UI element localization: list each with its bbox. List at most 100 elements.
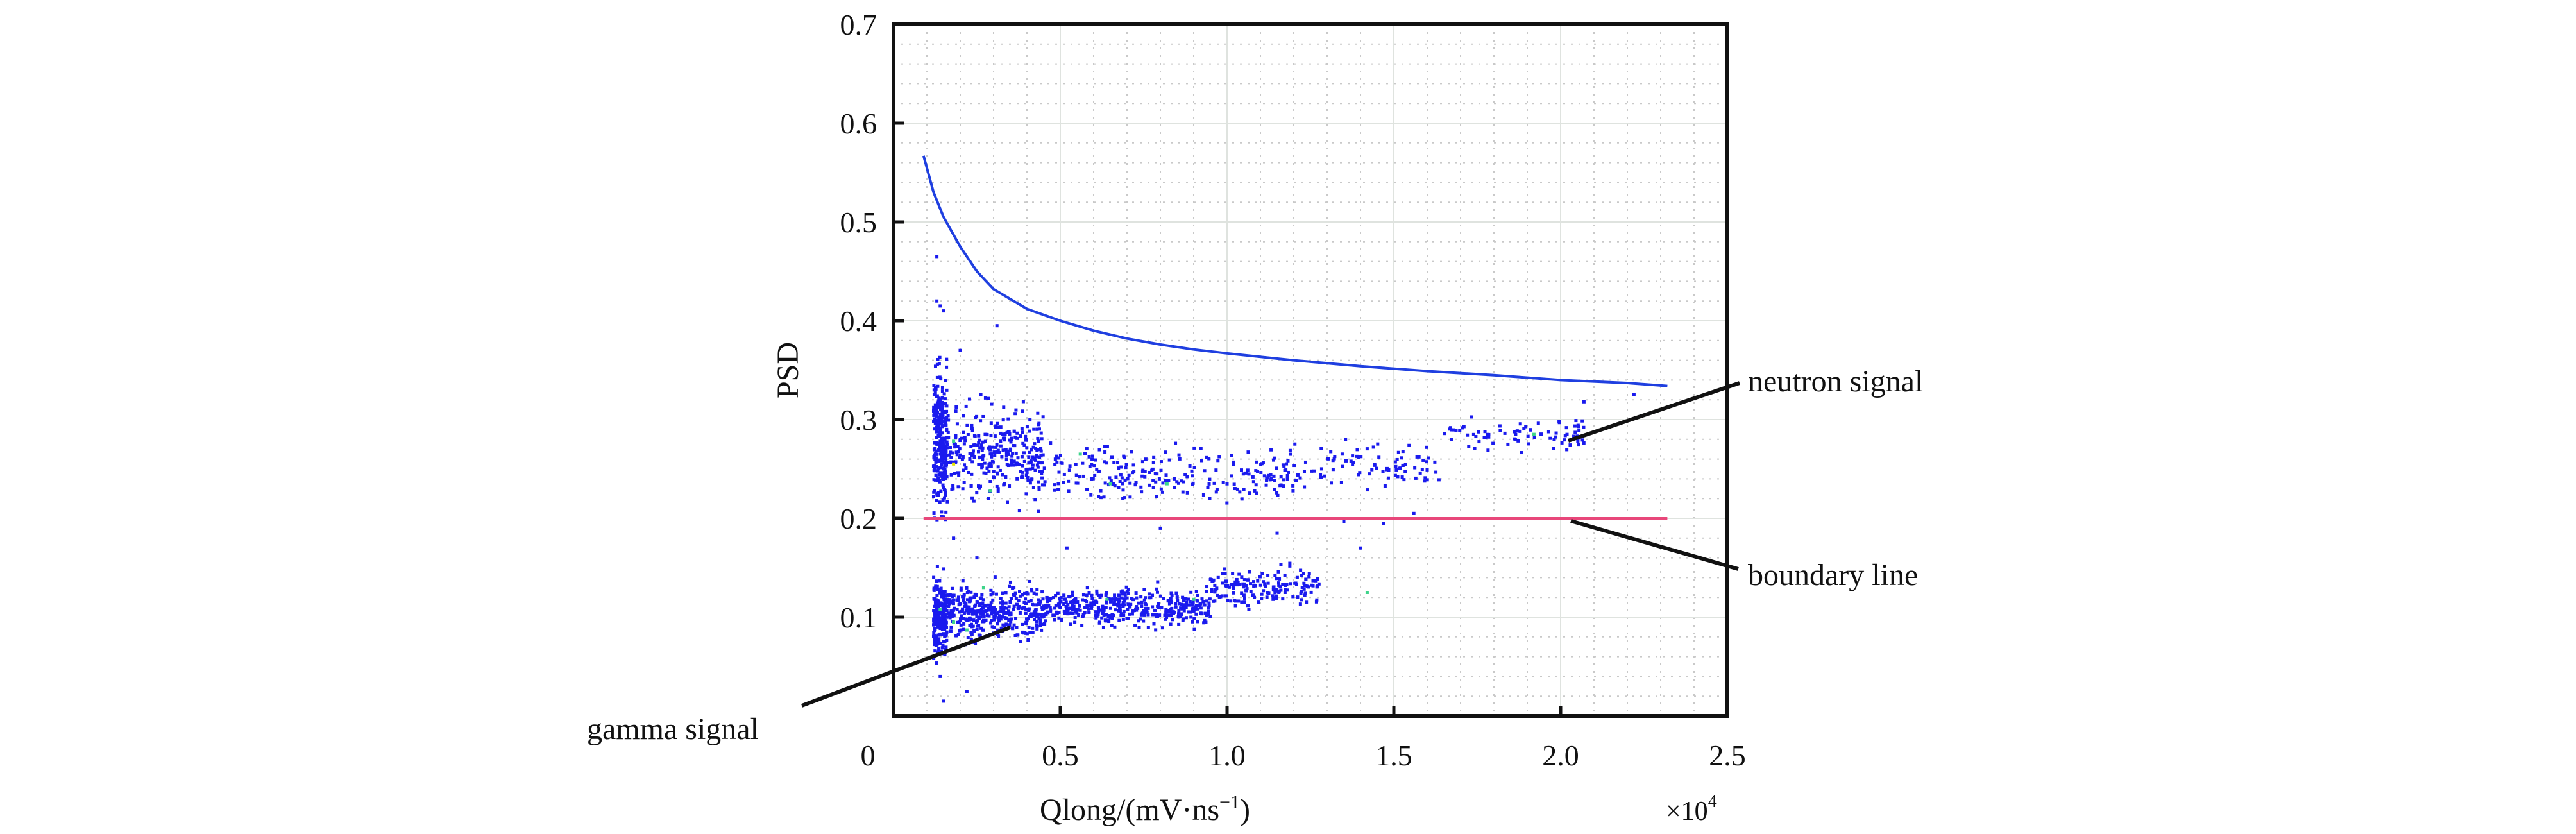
gamma-signal-point: [1182, 609, 1186, 613]
gamma-signal-point: [955, 608, 959, 611]
neutron-signal-point: [979, 484, 983, 488]
neutron-signal-point: [945, 404, 949, 408]
gamma-signal-point: [1087, 604, 1090, 608]
neutron-signal-point: [944, 457, 947, 461]
gamma-signal-point: [981, 628, 985, 632]
gamma-signal-point: [1042, 615, 1046, 618]
neutron-signal-point: [944, 421, 947, 425]
neutron-signal-point: [1097, 495, 1101, 498]
gamma-signal-point: [933, 636, 936, 640]
gamma-signal-point: [1064, 605, 1068, 609]
neutron-signal-point: [984, 472, 988, 475]
gamma-signal-point: [1195, 599, 1199, 602]
gamma-signal-point: [1300, 586, 1304, 590]
gamma-signal-point: [944, 604, 947, 608]
neutron-signal-point: [1037, 460, 1041, 464]
gamma-signal-point: [1071, 611, 1075, 615]
gamma-signal-point: [1118, 609, 1122, 613]
neutron-signal-point: [1040, 472, 1044, 475]
neutron-signal-point: [1200, 459, 1204, 463]
gamma-signal-point: [977, 624, 981, 627]
gamma-signal-point: [1155, 615, 1158, 618]
gamma-signal-point: [1018, 611, 1022, 615]
x-tick-labels: 0 0.5 1.0 1.5 2.0 2.5: [861, 739, 1746, 772]
neutron-signal-point: [932, 413, 936, 417]
neutron-signal-point: [1503, 431, 1507, 435]
neutron-signal-point: [1185, 491, 1189, 495]
neutron-signal-point: [936, 434, 940, 438]
gamma-signal-point: [1025, 590, 1029, 594]
gamma-signal-point: [1314, 579, 1318, 583]
neutron-signal-point: [987, 396, 990, 400]
neutron-signal-point: [932, 455, 936, 459]
gamma-signal-point: [1090, 593, 1094, 597]
gamma-signal-point: [964, 602, 968, 606]
gamma-signal-point: [1164, 608, 1168, 612]
neutron-signal-point: [933, 387, 937, 391]
gamma-signal-point: [1277, 590, 1281, 594]
gamma-signal-point: [1026, 638, 1030, 642]
gamma-signal-point: [1288, 561, 1292, 565]
neutron-signal-point: [1037, 439, 1040, 443]
neutron-signal-point: [1253, 489, 1257, 493]
neutron-signal-point: [987, 463, 991, 466]
neutron-signal-point: [1159, 468, 1163, 472]
gamma-signal-point: [1170, 601, 1174, 605]
gamma-signal-point: [1090, 597, 1094, 600]
neutron-signal-point: [989, 464, 993, 468]
gamma-signal-point: [990, 625, 994, 629]
neutron-signal-point: [1041, 415, 1045, 419]
neutron-signal-point: [992, 450, 996, 454]
neutron-signal-point: [1560, 441, 1564, 445]
neutron-signal-point: [1294, 479, 1298, 482]
neutron-signal-point: [1103, 450, 1107, 454]
gamma-signal-point: [944, 645, 948, 649]
gamma-signal-point: [1105, 591, 1108, 595]
gamma-signal-point: [1299, 591, 1303, 595]
neutron-signal-point: [944, 453, 947, 457]
gamma-signal-point: [1213, 590, 1217, 594]
gamma-signal-point: [1223, 567, 1226, 571]
gamma-signal-point: [1163, 613, 1167, 617]
neutron-signal-point: [944, 477, 947, 481]
neutron-signal-point: [1303, 460, 1307, 464]
neutron-signal-point: [970, 426, 974, 430]
neutron-signal-point: [958, 447, 962, 450]
neutron-signal-point: [1291, 489, 1295, 493]
gamma-signal-point: [1128, 612, 1131, 616]
gamma-signal-point: [1284, 588, 1287, 591]
neutron-signal-point: [1038, 470, 1042, 473]
gamma-signal-point: [1027, 626, 1031, 629]
gamma-signal-point: [1194, 590, 1198, 593]
neutron-signal-point: [1248, 491, 1251, 495]
neutron-signal-point: [956, 445, 960, 448]
neutron-signal-point: [1273, 488, 1276, 491]
gamma-signal-point: [1081, 613, 1085, 617]
highlight-point-green: [952, 620, 956, 624]
gamma-signal-point: [1114, 608, 1117, 612]
neutron-signal-point: [1039, 447, 1043, 450]
gamma-signal-point: [1121, 604, 1125, 608]
neutron-signal-point: [1022, 459, 1026, 463]
neutron-signal-point: [1375, 466, 1378, 470]
gamma-signal-point: [1240, 591, 1244, 595]
gamma-signal-point: [1282, 583, 1286, 586]
neutron-signal-point: [1288, 448, 1292, 452]
gamma-signal-point: [960, 614, 963, 618]
gamma-signal-point: [982, 620, 986, 624]
gamma-signal-point: [1207, 606, 1210, 610]
neutron-signal-point: [1358, 471, 1362, 475]
gamma-signal-point: [1122, 609, 1126, 613]
neutron-signal-point: [1458, 429, 1462, 432]
neutron-signal-point: [1221, 481, 1225, 484]
gamma-signal-point: [1047, 604, 1051, 608]
neutron-signal-point: [1037, 480, 1040, 484]
neutron-signal-point: [1393, 473, 1397, 477]
gamma-signal-point: [1271, 597, 1275, 601]
neutron-signal-point: [946, 430, 950, 434]
gamma-signal-point: [1110, 617, 1114, 620]
gamma-signal-point: [940, 609, 944, 613]
gamma-signal-point: [1139, 617, 1142, 621]
neutron-signal-point: [935, 493, 939, 497]
neutron-signal-point: [935, 499, 938, 503]
